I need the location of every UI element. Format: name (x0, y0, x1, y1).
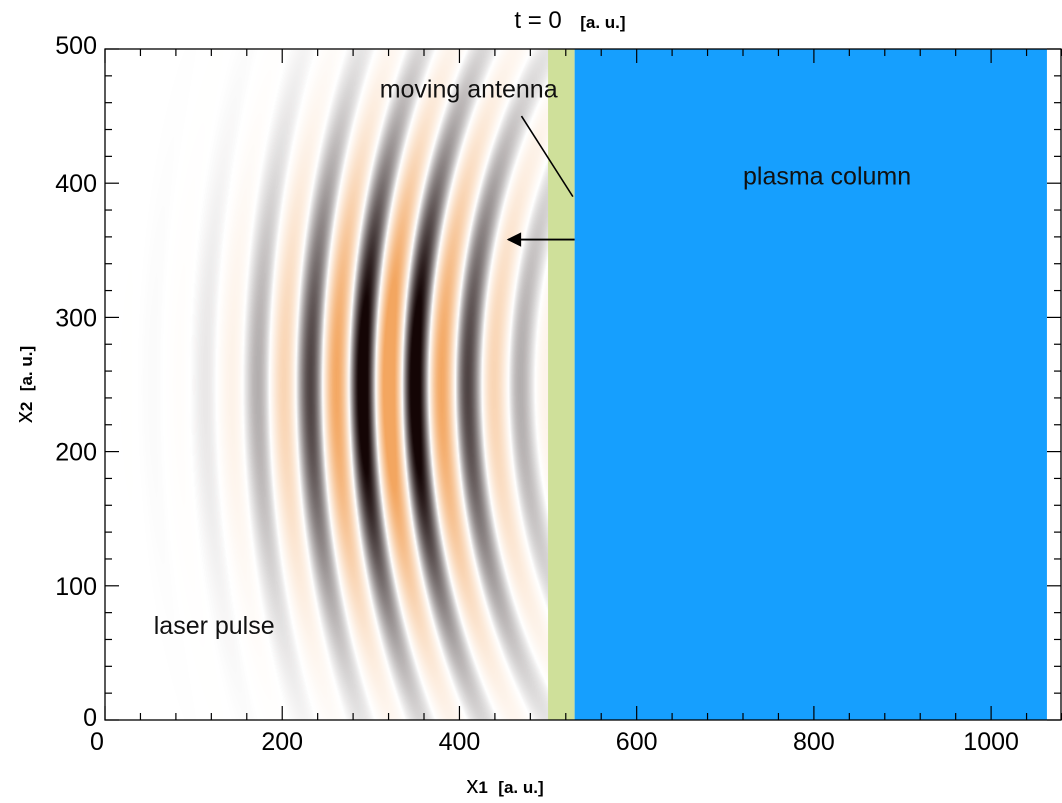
antenna-pointer-line (520, 115, 574, 198)
x-axis-label-subscript: 1 (478, 778, 487, 797)
annotation-laser-pulse: laser pulse (154, 612, 275, 640)
plot-frame (104, 48, 1062, 721)
y-axis-label: x2 [a. u.] (11, 346, 38, 423)
annotation-moving-antenna: moving antenna (380, 75, 558, 103)
y-tick-label: 300 (55, 304, 97, 332)
plot-area (105, 49, 1062, 720)
x-tick-label: 200 (261, 728, 303, 756)
x-axis-label-symbol: x (466, 772, 478, 799)
y-axis-label-unit: [a. u.] (17, 346, 36, 391)
y-axis-label-symbol: x (11, 411, 38, 423)
regions-layer (548, 49, 1047, 720)
chart-title-unit: [a. u.] (580, 13, 625, 32)
y-tick-label: 500 (55, 32, 97, 60)
y-axis-label-subscript: 2 (17, 402, 36, 411)
region-moving-antenna (548, 49, 575, 720)
chart-title: t = 0 [a. u.] (514, 7, 625, 34)
x-tick-label: 800 (793, 728, 835, 756)
x-tick-label: 1000 (963, 728, 1019, 756)
axis-ticks (104, 48, 1062, 721)
x-tick-label: 600 (616, 728, 658, 756)
tick-labels: 0 200 400 600 800 1000 0 100 200 300 400 500 (55, 32, 1019, 756)
y-tick-label: 200 (55, 439, 97, 467)
x-tick-label: 400 (439, 728, 481, 756)
chart-title-main: t = 0 (514, 7, 561, 34)
annotation-plasma-column: plasma column (743, 162, 911, 190)
y-tick-label: 0 (83, 704, 97, 732)
y-tick-label: 100 (55, 573, 97, 601)
y-tick-label: 400 (55, 170, 97, 198)
x-axis-label: x1 [a. u.] (466, 772, 543, 799)
x-tick-label: 0 (90, 728, 104, 756)
region-plasma-column (574, 49, 1047, 720)
x-axis-label-unit: [a. u.] (498, 778, 543, 797)
